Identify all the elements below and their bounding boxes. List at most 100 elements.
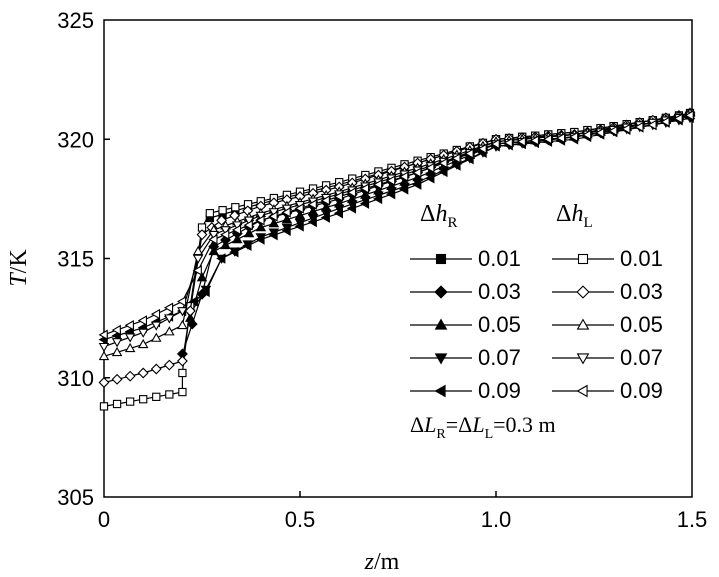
- data-marker: [205, 209, 214, 218]
- data-marker: [111, 338, 123, 348]
- data-marker: [192, 245, 204, 256]
- y-tick-label: 325: [57, 8, 94, 33]
- x-axis-label: z/m: [364, 549, 400, 575]
- data-marker: [208, 245, 220, 256]
- data-marker: [281, 207, 291, 218]
- data-marker: [164, 326, 175, 336]
- legend-label-r-1: 0.01: [478, 246, 521, 271]
- data-marker: [346, 187, 357, 198]
- data-marker: [137, 367, 149, 379]
- data-marker: [307, 199, 317, 210]
- data-marker: [425, 162, 435, 174]
- data-marker: [372, 179, 383, 190]
- legend-label-l-5: 0.09: [620, 378, 663, 403]
- data-marker: [477, 143, 487, 155]
- data-marker: [255, 234, 265, 245]
- data-marker: [99, 402, 109, 411]
- data-marker: [386, 175, 396, 186]
- data-marker: [176, 355, 188, 367]
- data-marker: [595, 127, 605, 139]
- legend-entries: [410, 253, 614, 398]
- data-marker: [621, 123, 631, 135]
- data-marker: [216, 253, 226, 264]
- data-marker: [111, 324, 121, 336]
- data-marker: [294, 210, 306, 220]
- series-layer: [98, 107, 696, 411]
- legend-marker: [577, 253, 589, 265]
- y-axis-label: T/K: [6, 249, 32, 287]
- data-marker: [529, 135, 539, 146]
- data-marker: [124, 320, 134, 331]
- data-marker: [150, 321, 162, 331]
- data-marker: [196, 229, 208, 241]
- legend-marker: [434, 285, 448, 299]
- data-marker: [218, 206, 227, 215]
- data-marker: [684, 110, 694, 121]
- series-line: [103, 112, 693, 384]
- data-marker: [294, 203, 304, 214]
- data-marker: [542, 133, 553, 145]
- data-marker: [399, 184, 409, 195]
- legend-label-l-1: 0.01: [620, 246, 663, 271]
- data-marker: [111, 346, 123, 357]
- series-R-0.03: [176, 109, 696, 360]
- data-marker: [176, 296, 187, 307]
- data-marker: [359, 198, 370, 209]
- legend-marker: [576, 318, 590, 330]
- legend-label-l-3: 0.05: [620, 312, 663, 337]
- data-marker: [608, 125, 618, 137]
- data-marker: [137, 338, 149, 349]
- data-marker: [281, 214, 293, 224]
- data-marker: [268, 229, 278, 241]
- data-marker: [124, 370, 136, 382]
- data-marker: [243, 219, 253, 231]
- legend-marker: [435, 253, 447, 265]
- series-L-0.09: [98, 110, 694, 341]
- y-tick-label: 305: [57, 485, 94, 510]
- data-marker: [255, 222, 267, 232]
- data-marker: [137, 328, 149, 338]
- series-L-0.01: [99, 108, 695, 411]
- data-marker: [320, 195, 330, 206]
- legend-marker: [576, 285, 590, 299]
- data-marker: [98, 342, 110, 353]
- data-marker: [178, 387, 187, 397]
- x-tick-label: 0.5: [285, 507, 316, 532]
- legend-marker: [434, 384, 446, 398]
- data-marker: [150, 308, 161, 320]
- data-marker: [150, 332, 162, 342]
- data-marker: [165, 390, 174, 399]
- data-marker: [438, 166, 448, 178]
- y-tick-label: 310: [57, 366, 94, 391]
- data-marker: [320, 212, 330, 223]
- data-marker: [124, 333, 136, 343]
- data-marker: [98, 377, 110, 388]
- data-marker: [660, 116, 670, 128]
- data-marker: [503, 137, 513, 149]
- legend-label-r-3: 0.05: [478, 312, 521, 337]
- data-marker: [178, 368, 187, 378]
- data-marker: [555, 132, 566, 144]
- data-marker: [163, 302, 174, 314]
- data-marker: [281, 225, 291, 236]
- data-marker: [243, 228, 255, 238]
- data-marker: [220, 229, 230, 240]
- legend-label-l-2: 0.03: [620, 279, 663, 304]
- data-marker: [124, 342, 136, 353]
- data-marker: [307, 216, 317, 228]
- series-line: [103, 112, 693, 407]
- y-tick-label: 320: [57, 127, 94, 152]
- data-marker: [359, 183, 370, 194]
- y-tick-label: 315: [57, 247, 94, 272]
- data-marker: [294, 221, 304, 232]
- data-marker: [372, 193, 383, 205]
- data-marker: [229, 246, 239, 258]
- data-marker: [139, 395, 148, 404]
- data-marker: [152, 392, 161, 401]
- legend-head-l: ΔhL: [556, 201, 593, 231]
- data-marker: [232, 233, 243, 244]
- data-marker: [647, 119, 657, 131]
- data-marker: [268, 211, 278, 222]
- data-marker: [490, 138, 500, 150]
